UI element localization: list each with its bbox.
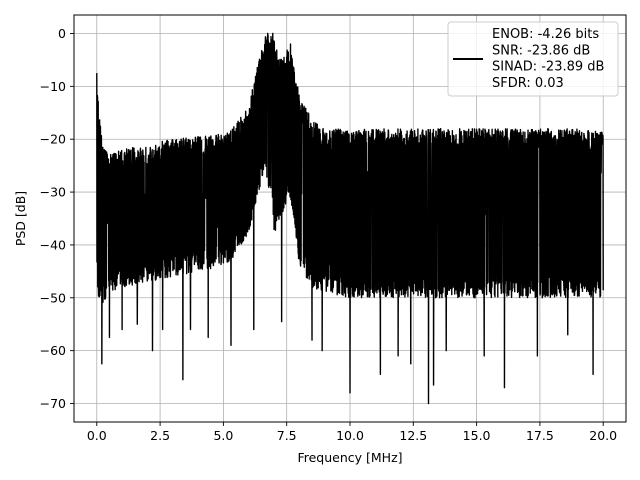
y-tick-label: −60 xyxy=(40,343,66,358)
x-tick-label: 0.0 xyxy=(87,428,107,443)
legend-sfdr: SFDR: 0.03 xyxy=(492,76,564,91)
y-tick-label: −10 xyxy=(40,79,66,94)
x-tick-label: 10.0 xyxy=(336,428,364,443)
y-tick-label: −30 xyxy=(40,185,66,200)
x-tick-label: 20.0 xyxy=(589,428,617,443)
x-tick-label: 15.0 xyxy=(463,428,491,443)
y-axis-ticks: 0 −10 −20 −30 −40 −50 −60 −70 xyxy=(40,26,74,411)
x-tick-label: 7.5 xyxy=(277,428,297,443)
legend-box xyxy=(447,21,619,97)
y-tick-label: 0 xyxy=(58,26,66,41)
x-tick-label: 17.5 xyxy=(526,428,554,443)
legend: ENOB: -4.26 bits SNR: -23.86 dB SINAD: -… xyxy=(447,21,619,97)
legend-snr: SNR: -23.86 dB xyxy=(492,43,590,58)
y-axis-label: PSD [dB] xyxy=(13,191,28,246)
legend-sinad: SINAD: -23.89 dB xyxy=(492,60,604,75)
x-tick-label: 5.0 xyxy=(213,428,233,443)
y-tick-label: −70 xyxy=(40,396,66,411)
y-tick-label: −20 xyxy=(40,132,66,147)
y-tick-label: −40 xyxy=(40,237,66,252)
legend-enob: ENOB: -4.26 bits xyxy=(492,27,599,42)
x-axis-label: Frequency [MHz] xyxy=(297,450,402,465)
x-tick-label: 12.5 xyxy=(399,428,427,443)
psd-trace xyxy=(96,32,604,405)
y-tick-label: −50 xyxy=(40,290,66,305)
x-tick-label: 2.5 xyxy=(150,428,170,443)
plot-area xyxy=(96,32,604,405)
x-axis-ticks: 0.0 2.5 5.0 7.5 10.0 12.5 15.0 17.5 20.0 xyxy=(87,422,617,443)
